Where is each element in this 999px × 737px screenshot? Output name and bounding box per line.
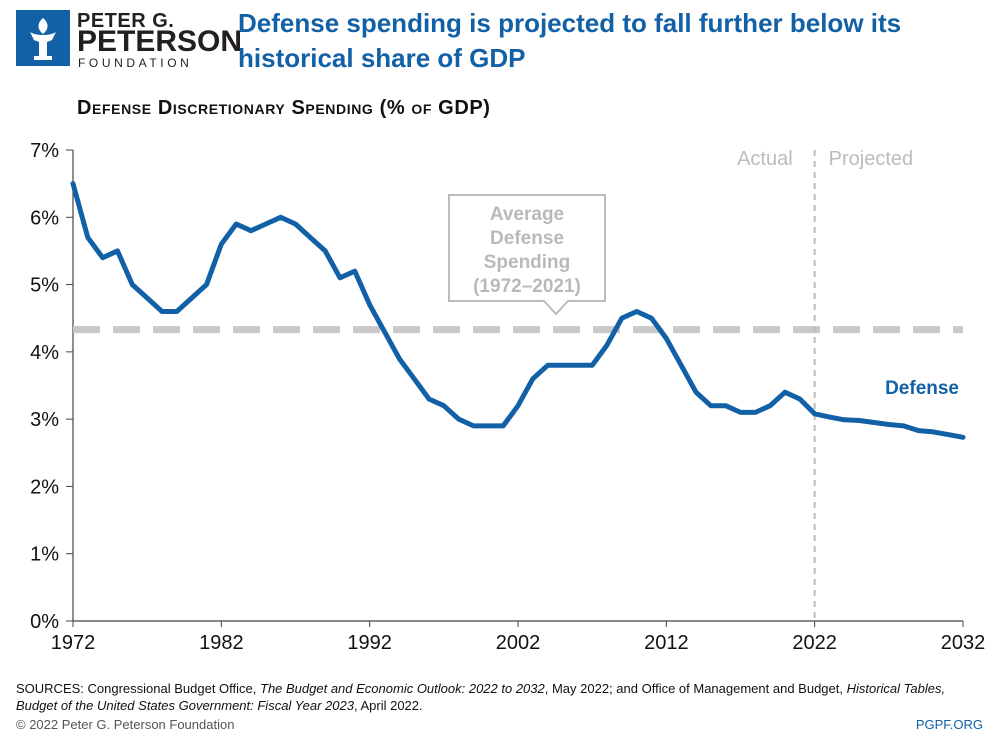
x-tick-label: 1992 (347, 632, 392, 654)
x-tick-label: 1972 (51, 632, 96, 654)
torch-icon (16, 10, 70, 66)
logo-text-line1: PETER G. (77, 10, 175, 32)
chart-title: Defense Discretionary Spending (% of GDP… (77, 97, 491, 119)
pgpf-logo: PETER G. PETERSON FOUNDATION (16, 10, 242, 70)
logo-text-line2: PETERSON (77, 25, 243, 58)
y-tick-label: 7% (30, 140, 59, 162)
chart-annotations: Average Defense Spending (1972–2021) Actual P… (73, 148, 963, 621)
average-callout-label: Average (490, 204, 564, 225)
x-tick-label: 2002 (496, 632, 541, 654)
actual-label: Actual (737, 148, 793, 170)
y-tick-label: 6% (30, 207, 59, 229)
y-tick-label: 3% (30, 409, 59, 431)
average-callout-box (448, 194, 606, 316)
y-tick-label: 1% (30, 544, 59, 566)
site-link[interactable]: PGPF.ORG (915, 717, 983, 732)
source2-title: Historical Tables, Budget of the United … (16, 681, 946, 713)
sources-prefix: SOURCES: Congressional Budget Office, (16, 681, 260, 696)
sources-note: SOURCES: Congressional Budget Office, Th… (16, 680, 976, 714)
y-tick-label: 0% (30, 611, 59, 633)
average-callout-label: (1972–2021) (473, 276, 581, 297)
y-tick-label: 4% (30, 342, 59, 364)
x-tick-label: 2022 (792, 632, 837, 654)
page-title: Defense spending is projected to fall fu… (238, 8, 902, 73)
y-tick-label: 2% (30, 476, 59, 498)
y-tick-label: 5% (30, 275, 59, 297)
defense-series-label: Defense (885, 378, 959, 399)
logo-text-line3: FOUNDATION (78, 56, 193, 70)
sources-suffix: , April 2022. (353, 698, 423, 713)
average-callout-label: Defense (490, 228, 564, 249)
chart-axes: 0% 1% 2% 3% 4% 5% 6% 7% 1972 1982 1992 2002 2012 2022… (30, 140, 985, 654)
x-tick-label: 2032 (941, 632, 986, 654)
copyright: © 2022 Peter G. Peterson Foundation (16, 717, 235, 732)
source1-title: The Budget and Economic Outlook: 2022 to… (260, 681, 545, 696)
x-tick-label: 2012 (644, 632, 689, 654)
x-tick-label: 1982 (199, 632, 244, 654)
sources-mid: , May 2022; and Office of Management and… (544, 681, 847, 696)
chart-series: Defense (70, 181, 966, 440)
projected-label: Projected (829, 148, 914, 170)
average-callout-label: Spending (484, 252, 571, 273)
